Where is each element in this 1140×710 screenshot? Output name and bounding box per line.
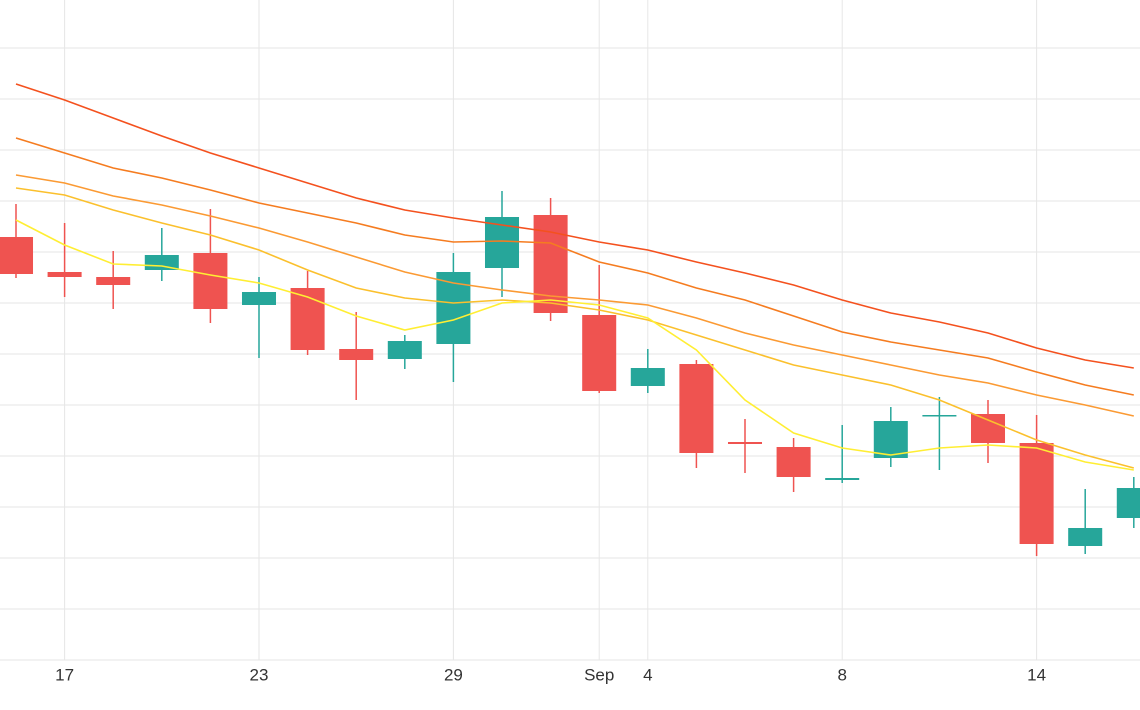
candle-body: [1116, 488, 1140, 518]
candle-body: [241, 292, 277, 305]
moving-average-line: [15, 219, 1134, 471]
x-tick-label: 29: [444, 665, 463, 684]
candle-body: [387, 341, 422, 359]
candle-body: [873, 421, 908, 458]
candle-body: [339, 349, 374, 360]
candle-body: [47, 272, 82, 277]
x-tick-label: 23: [250, 665, 269, 684]
candle-body: [1019, 443, 1054, 544]
candle-body: [727, 442, 763, 444]
candle-body: [96, 277, 131, 285]
candle-body: [825, 478, 860, 480]
candle-body: [679, 364, 714, 453]
candle-body: [193, 253, 228, 309]
candle-body: [0, 237, 34, 274]
x-tick-label: Sep: [584, 665, 614, 684]
moving-average-line: [15, 83, 1134, 369]
candle-body: [290, 288, 325, 350]
candle-body: [630, 368, 665, 386]
x-tick-label: 8: [837, 665, 846, 684]
candle-body: [922, 415, 957, 417]
moving-average-line: [15, 137, 1134, 396]
candle-body: [776, 447, 811, 477]
candle-body: [582, 315, 617, 391]
x-tick-label: 14: [1027, 665, 1046, 684]
x-tick-label: 17: [55, 665, 74, 684]
x-tick-label: 4: [643, 665, 652, 684]
moving-average-line: [15, 174, 1134, 417]
candle-body: [970, 414, 1006, 443]
moving-average-line: [15, 187, 1135, 469]
candle-body: [1068, 528, 1103, 546]
